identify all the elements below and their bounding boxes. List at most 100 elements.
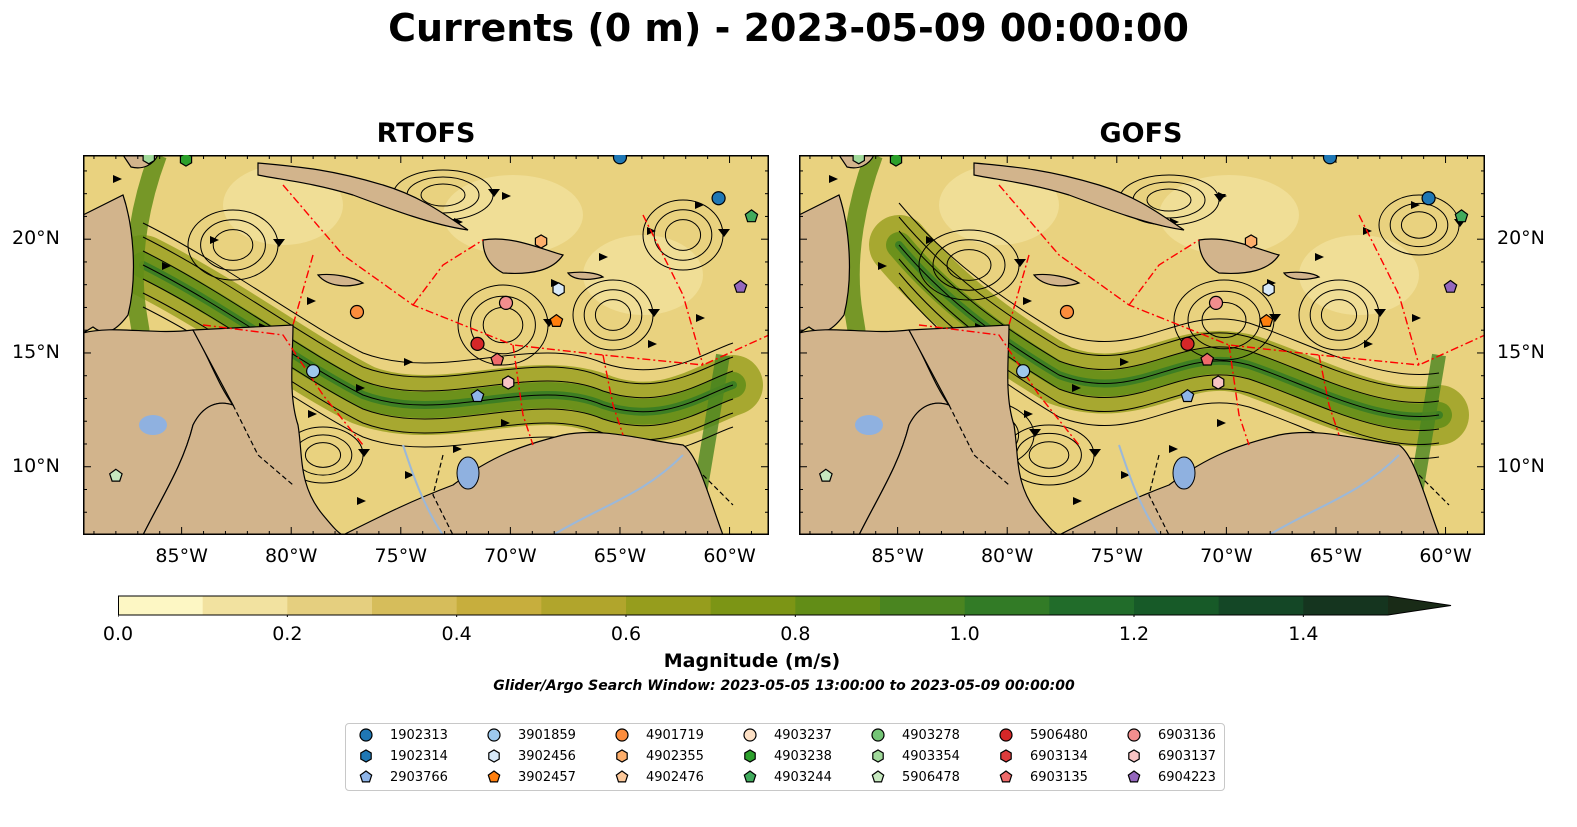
pentagon-marker-icon [999, 770, 1013, 783]
colorbar-segment [118, 596, 204, 615]
streamline [898, 244, 1440, 417]
streamline [142, 250, 734, 399]
float-marker-4903244 [1454, 209, 1469, 223]
streamline-arrow [1121, 471, 1130, 479]
river [1268, 454, 1400, 535]
colorbar-tick-label: 0.4 [441, 623, 472, 645]
country-border [1148, 454, 1170, 535]
legend-label: 4903238 [774, 748, 832, 764]
streamline-arrow [599, 253, 608, 261]
float-marker-4903244 [744, 209, 759, 223]
streamline-arrow [1169, 445, 1178, 453]
eez-boundary [602, 354, 624, 436]
legend-marker [871, 728, 885, 742]
float-marker-2903766 [470, 388, 485, 403]
streamline-arrow [1374, 309, 1386, 317]
legend-marker [1128, 749, 1140, 763]
legend-label: 3902457 [518, 769, 576, 785]
lon-tick-label-gofs: 75°W [1090, 545, 1144, 567]
legend-marker [1127, 770, 1141, 783]
legend-marker [615, 770, 629, 783]
streamline-arrow [829, 175, 838, 183]
legend-item: 5906480 [998, 726, 1088, 744]
lon-tick-label-gofs: 60°W [1419, 545, 1472, 567]
pentagon-marker-icon [743, 770, 757, 783]
colorbar-segment [880, 596, 966, 615]
land-mass [142, 324, 344, 535]
colorbar-segment [1049, 596, 1135, 615]
legend-label: 6904223 [1158, 769, 1216, 785]
legend-label: 6903135 [1030, 769, 1088, 785]
map-frame [799, 155, 1485, 535]
streamline-arrow [648, 340, 657, 348]
eddy-streamline [1146, 188, 1192, 212]
eddy-streamline [664, 219, 702, 251]
float-marker-3901859 [1016, 364, 1031, 379]
colorbar-segment [202, 596, 288, 615]
legend-marker [999, 770, 1013, 783]
streamline-arrow [1411, 201, 1420, 209]
colorbar-segment [287, 596, 373, 615]
land-mass [1058, 431, 1440, 535]
lat-tick-label-left: 15°N [12, 340, 60, 363]
river [1118, 444, 1160, 535]
legend-marker [743, 728, 757, 742]
legend-label: 5906480 [1030, 727, 1088, 743]
streamline-arrow [357, 497, 366, 505]
circle-marker-icon [615, 728, 629, 742]
colorbar-outline [118, 595, 1452, 616]
eddy-streamline [583, 289, 643, 341]
streamline-arrow [358, 449, 370, 457]
colorbar [118, 595, 1452, 617]
land-mass [1032, 273, 1081, 287]
legend-marker [872, 749, 884, 763]
float-marker-6903136 [498, 295, 514, 311]
lon-tick-label-rtofs: 60°W [703, 545, 756, 567]
lat-tick-label-right: 10°N [1497, 454, 1545, 477]
map-frame [83, 155, 769, 535]
streamline [898, 230, 1440, 403]
float-marker-4903354 [142, 155, 156, 165]
pentagon-marker-icon [1127, 770, 1141, 783]
float-marker-5906480 [1180, 336, 1195, 351]
slow-water-patch [443, 175, 583, 255]
legend-marker [487, 728, 501, 742]
land-mass [1198, 238, 1280, 275]
float-marker-1902313 [612, 155, 628, 165]
streamline-arrow [1029, 429, 1041, 437]
legend-item: 6903134 [998, 747, 1088, 765]
streamline-arrow [1269, 314, 1281, 322]
eddy-streamline [470, 295, 536, 355]
eddy-streamline [1028, 441, 1070, 469]
float-marker-5906478 [108, 468, 123, 482]
legend-item: 3902456 [486, 747, 576, 765]
float-marker-4903238 [179, 155, 193, 167]
colorbar-segment [1218, 596, 1304, 615]
streamline-arrow [1024, 410, 1033, 418]
colorbar-segment [710, 596, 796, 615]
colorbar-segment [1134, 596, 1220, 615]
legend-item: 4903238 [742, 747, 832, 765]
eddy-streamline [212, 229, 254, 261]
float-marker-6903137 [502, 375, 515, 390]
eez-boundary [1228, 344, 1250, 446]
legend-item: 3901859 [486, 726, 576, 744]
float-marker-3902457 [1259, 313, 1274, 327]
colorbar-tick-label: 1.4 [1288, 623, 1319, 645]
streamline-arrow [551, 279, 560, 287]
legend-item: 6903136 [1126, 726, 1216, 744]
eddy-streamline [420, 183, 466, 207]
streamline-arrow [404, 358, 413, 366]
circle-marker-icon [359, 728, 373, 742]
float-marker-2903766 [1180, 388, 1195, 403]
legend-marker [999, 728, 1013, 742]
panel-title-rtofs: RTOFS [376, 118, 476, 149]
legend-item: 6903137 [1126, 747, 1216, 765]
legend-item: 3902457 [486, 768, 576, 786]
streamline-arrow [162, 262, 171, 270]
land-mass [858, 324, 1060, 535]
lake-nicaragua [139, 415, 167, 435]
float-marker-6903137 [1212, 375, 1225, 390]
float-marker-1902313 [711, 191, 726, 206]
hexagon-marker-icon [360, 749, 372, 763]
